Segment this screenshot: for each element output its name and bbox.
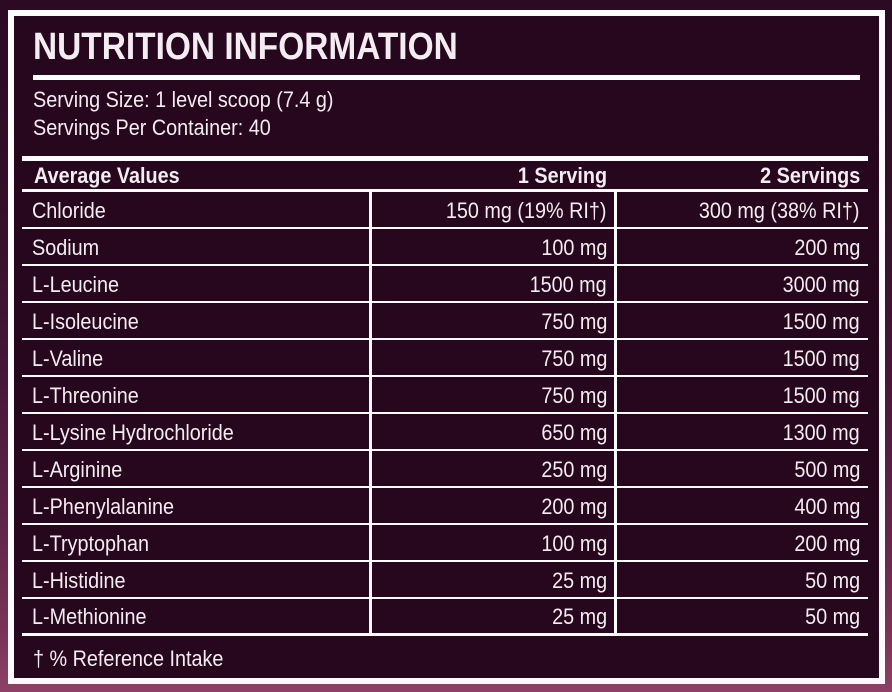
ingredient-name: L-Threonine bbox=[32, 382, 139, 408]
ingredient-name: L-Phenylalanine bbox=[32, 493, 175, 519]
table-row: L-Arginine 250 mg 500 mg bbox=[22, 451, 868, 488]
table-row: L-Tryptophan 100 mg 200 mg bbox=[22, 525, 868, 562]
column-divider-2 bbox=[614, 192, 617, 636]
table-row: L-Leucine 1500 mg 3000 mg bbox=[22, 266, 868, 303]
serving-1-value: 25 mg bbox=[551, 567, 607, 593]
table-row: L-Isoleucine 750 mg 1500 mg bbox=[22, 303, 868, 340]
serving-2-value: 1300 mg bbox=[782, 419, 860, 445]
nutrition-table: Average Values 1 Serving 2 Servings Chlo… bbox=[22, 156, 868, 636]
header-average-values: Average Values bbox=[34, 163, 180, 188]
serving-1-value: 100 mg bbox=[540, 530, 607, 556]
ingredient-name: Chloride bbox=[32, 197, 106, 223]
servings-per-container-line: Servings Per Container: 40 bbox=[33, 114, 297, 142]
serving-size-text: Serving Size: 1 level scoop (7.4 g) bbox=[33, 87, 334, 112]
serving-2-value: 400 mg bbox=[793, 493, 860, 519]
servings-per-container-text: Servings Per Container: 40 bbox=[33, 115, 271, 140]
label-title: NUTRITION INFORMATION bbox=[33, 24, 516, 70]
serving-2-value: 1500 mg bbox=[782, 308, 860, 334]
label-title-text: NUTRITION INFORMATION bbox=[33, 26, 458, 68]
table-row: L-Valine 750 mg 1500 mg bbox=[22, 340, 868, 377]
ingredient-name: L-Histidine bbox=[32, 567, 126, 593]
serving-1-value: 250 mg bbox=[540, 456, 607, 482]
serving-1-value: 650 mg bbox=[540, 419, 607, 445]
serving-2-value: 3000 mg bbox=[782, 271, 860, 297]
serving-1-value: 1500 mg bbox=[529, 271, 607, 297]
ingredient-name: L-Leucine bbox=[32, 271, 119, 297]
serving-1-value: 25 mg bbox=[551, 604, 607, 629]
serving-1-value: 750 mg bbox=[540, 345, 607, 371]
serving-2-value: 200 mg bbox=[793, 234, 860, 260]
header-2-servings: 2 Servings bbox=[759, 163, 860, 188]
ingredient-name: L-Tryptophan bbox=[32, 530, 150, 556]
serving-2-value: 50 mg bbox=[804, 567, 860, 593]
serving-1-value: 750 mg bbox=[540, 308, 607, 334]
serving-2-value: 50 mg bbox=[804, 604, 860, 629]
table-row: L-Threonine 750 mg 1500 mg bbox=[22, 377, 868, 414]
reference-intake-footnote: † % Reference Intake bbox=[33, 646, 245, 672]
serving-1-value: 750 mg bbox=[540, 382, 607, 408]
ingredient-name: L-Arginine bbox=[32, 456, 123, 482]
table-body: Chloride 150 mg (19% RI†) 300 mg (38% RI… bbox=[22, 192, 868, 636]
ingredient-name: L-Methionine bbox=[32, 604, 147, 629]
footnote-text: † % Reference Intake bbox=[33, 646, 224, 671]
column-divider-1 bbox=[369, 192, 372, 636]
ingredient-name: L-Valine bbox=[32, 345, 104, 371]
table-row: Sodium 100 mg 200 mg bbox=[22, 229, 868, 266]
header-1-serving: 1 Serving bbox=[517, 163, 607, 188]
nutrition-label: NUTRITION INFORMATION Serving Size: 1 le… bbox=[8, 10, 885, 684]
ingredient-name: Sodium bbox=[32, 234, 100, 260]
serving-1-value: 100 mg bbox=[540, 234, 607, 260]
serving-2-value: 200 mg bbox=[793, 530, 860, 556]
table-row: L-Histidine 25 mg 50 mg bbox=[22, 562, 868, 599]
serving-1-value: 200 mg bbox=[540, 493, 607, 519]
serving-2-value: 1500 mg bbox=[782, 345, 860, 371]
ingredient-name: L-Lysine Hydrochloride bbox=[32, 419, 234, 445]
table-row: Chloride 150 mg (19% RI†) 300 mg (38% RI… bbox=[22, 192, 868, 229]
table-row: L-Phenylalanine 200 mg 400 mg bbox=[22, 488, 868, 525]
table-row: L-Methionine 25 mg 50 mg bbox=[22, 599, 868, 636]
serving-2-value: 1500 mg bbox=[782, 382, 860, 408]
table-row: L-Lysine Hydrochloride 650 mg 1300 mg bbox=[22, 414, 868, 451]
serving-2-value: 500 mg bbox=[793, 456, 860, 482]
table-header-row: Average Values 1 Serving 2 Servings bbox=[22, 161, 868, 192]
serving-size-line: Serving Size: 1 level scoop (7.4 g) bbox=[33, 86, 367, 114]
ingredient-name: L-Isoleucine bbox=[32, 308, 139, 334]
serving-1-value: 150 mg (19% RI†) bbox=[446, 197, 607, 223]
serving-2-value: 300 mg (38% RI†) bbox=[699, 197, 860, 223]
title-divider bbox=[33, 75, 860, 80]
